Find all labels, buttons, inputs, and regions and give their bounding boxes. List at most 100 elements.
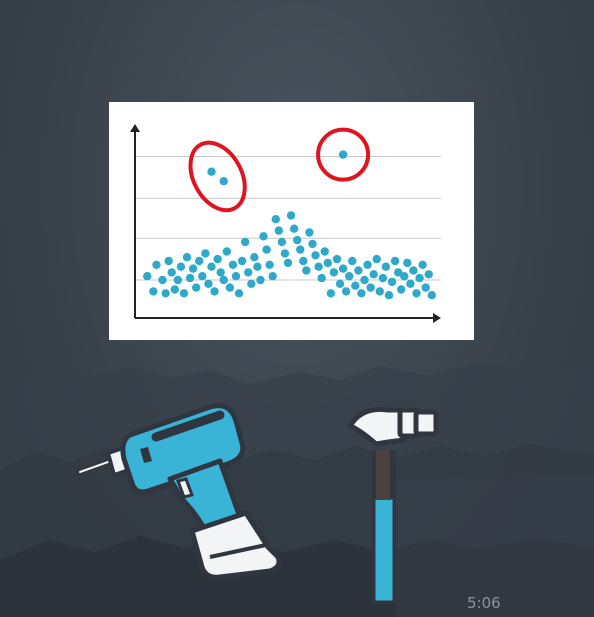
data-point-23 [216, 268, 225, 277]
data-point-25 [222, 247, 231, 256]
data-point-17 [198, 272, 207, 281]
data-point-68 [354, 266, 363, 275]
data-point-41 [271, 215, 280, 224]
data-point-46 [286, 211, 296, 220]
outlier-circle-2 [316, 127, 371, 182]
data-point-62 [335, 279, 345, 288]
data-point-34 [250, 253, 259, 262]
data-point-10 [176, 262, 186, 271]
data-point-33 [247, 279, 256, 288]
y-axis-arrow [130, 124, 140, 132]
data-point-52 [305, 228, 314, 237]
data-point-59 [326, 289, 336, 298]
data-point-58 [323, 258, 332, 268]
data-point-6 [164, 256, 173, 266]
scatter-plot-card [109, 102, 474, 340]
data-point-27 [228, 260, 238, 269]
data-point-65 [345, 272, 354, 281]
hammer-icon [347, 406, 439, 604]
data-point-54 [311, 251, 320, 260]
data-point-20 [207, 262, 216, 271]
data-point-56 [317, 273, 326, 283]
data-point-43 [277, 237, 287, 247]
data-point-55 [314, 262, 323, 271]
data-point-75 [375, 287, 384, 296]
data-point-7 [167, 268, 176, 277]
data-point-15 [192, 283, 201, 292]
data-point-51 [302, 266, 311, 275]
data-point-94 [219, 177, 228, 186]
data-point-40 [268, 272, 277, 281]
data-point-12 [182, 253, 192, 262]
data-point-14 [188, 264, 198, 273]
drill-icon [75, 403, 282, 580]
data-point-63 [338, 264, 348, 273]
data-point-1 [143, 272, 152, 281]
x-axis-arrow [433, 313, 441, 323]
data-point-82 [397, 285, 406, 294]
data-point-95 [338, 150, 348, 159]
data-point-2 [149, 287, 158, 296]
data-point-60 [329, 268, 339, 277]
video-timestamp: 5:06 [467, 594, 501, 612]
data-point-37 [259, 232, 268, 241]
data-point-74 [372, 254, 381, 264]
data-point-77 [381, 262, 391, 271]
data-point-85 [406, 279, 415, 288]
data-point-73 [369, 270, 378, 279]
data-point-88 [415, 273, 424, 283]
data-point-29 [234, 289, 244, 298]
data-point-53 [308, 239, 317, 249]
data-point-84 [403, 258, 412, 268]
data-point-76 [378, 273, 388, 283]
data-point-35 [253, 262, 262, 271]
data-point-28 [231, 272, 241, 281]
data-point-69 [357, 289, 366, 298]
data-point-44 [280, 249, 290, 258]
data-point-48 [292, 235, 302, 245]
data-point-45 [283, 258, 293, 268]
data-point-11 [179, 289, 189, 298]
data-point-18 [201, 249, 210, 258]
data-point-5 [161, 289, 170, 298]
data-point-19 [204, 279, 213, 288]
data-point-38 [262, 245, 271, 254]
data-point-80 [390, 256, 400, 266]
data-point-39 [265, 260, 274, 269]
data-point-13 [185, 273, 195, 283]
data-point-67 [351, 281, 360, 290]
data-point-61 [332, 254, 342, 264]
data-point-66 [348, 256, 357, 266]
data-point-9 [173, 275, 183, 285]
data-point-64 [341, 287, 351, 296]
data-point-21 [210, 287, 219, 296]
data-point-50 [299, 256, 308, 266]
scatter-plot [130, 124, 441, 323]
data-point-47 [289, 224, 299, 233]
data-point-92 [427, 291, 437, 300]
data-point-24 [219, 275, 228, 285]
data-point-87 [412, 289, 421, 298]
data-point-42 [274, 226, 284, 235]
data-point-71 [363, 260, 372, 269]
data-point-70 [360, 275, 369, 285]
data-point-31 [240, 237, 250, 247]
data-point-91 [424, 270, 433, 279]
data-point-8 [170, 285, 179, 294]
data-point-32 [244, 268, 253, 277]
data-point-89 [418, 260, 427, 269]
data-point-49 [296, 245, 305, 254]
data-point-72 [366, 283, 375, 292]
data-point-16 [195, 256, 204, 266]
data-point-79 [387, 277, 397, 287]
data-point-86 [409, 266, 418, 275]
data-point-30 [237, 256, 247, 266]
outlier-ellipse-1 [188, 140, 247, 213]
data-point-83 [400, 272, 409, 281]
data-point-26 [225, 283, 235, 292]
data-point-93 [207, 167, 216, 176]
data-point-3 [152, 260, 161, 269]
data-point-36 [256, 275, 265, 285]
data-point-78 [384, 291, 394, 300]
